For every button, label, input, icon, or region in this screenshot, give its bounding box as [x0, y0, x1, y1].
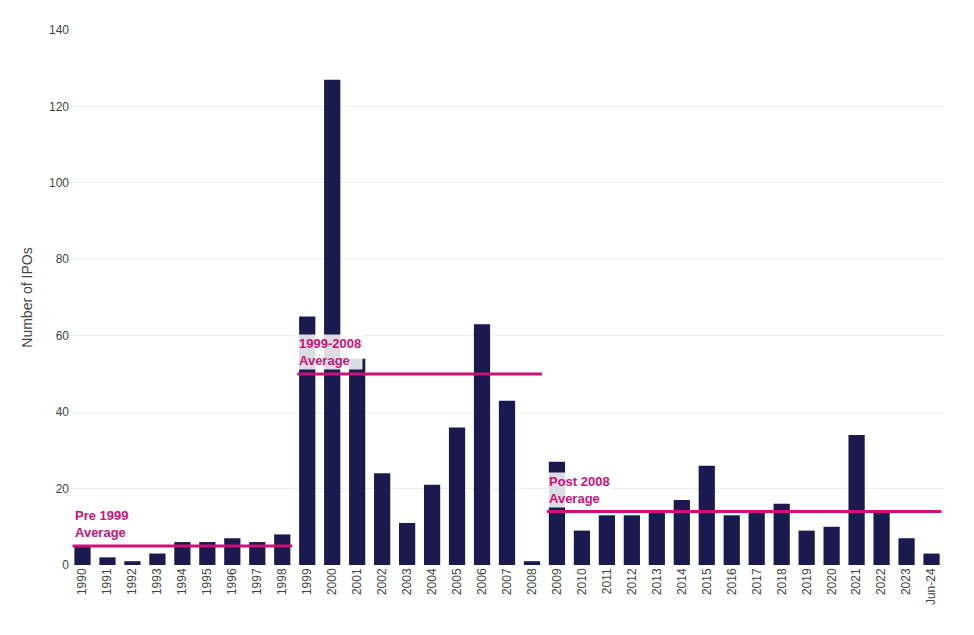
svg-text:2001: 2001	[350, 568, 364, 595]
svg-text:2015: 2015	[700, 568, 714, 595]
svg-text:120: 120	[49, 100, 69, 114]
svg-text:2004: 2004	[425, 568, 439, 595]
svg-text:1992: 1992	[125, 568, 139, 595]
svg-text:2018: 2018	[775, 568, 789, 595]
svg-text:2021: 2021	[850, 568, 864, 595]
svg-text:60: 60	[56, 329, 70, 343]
svg-text:2010: 2010	[575, 568, 589, 595]
svg-text:2012: 2012	[625, 568, 639, 595]
svg-text:140: 140	[49, 23, 69, 37]
svg-text:2003: 2003	[400, 568, 414, 595]
svg-text:2017: 2017	[750, 568, 764, 595]
svg-text:Jun-24: Jun-24	[924, 568, 938, 605]
svg-text:2011: 2011	[600, 568, 614, 594]
svg-text:40: 40	[56, 405, 70, 419]
svg-text:1993: 1993	[150, 568, 164, 595]
svg-text:1990: 1990	[75, 568, 89, 595]
svg-text:2000: 2000	[325, 568, 339, 595]
svg-text:0: 0	[62, 558, 69, 572]
svg-text:1998: 1998	[275, 568, 289, 595]
svg-text:2019: 2019	[800, 568, 814, 595]
svg-text:1996: 1996	[225, 568, 239, 595]
svg-text:80: 80	[56, 252, 70, 266]
svg-text:2009: 2009	[550, 568, 564, 595]
svg-text:2022: 2022	[874, 568, 888, 595]
svg-text:Pre 1999Average: Pre 1999Average	[75, 508, 129, 540]
svg-text:Post 2008Average: Post 2008Average	[549, 474, 610, 506]
svg-text:2020: 2020	[825, 568, 839, 595]
svg-text:1994: 1994	[175, 568, 189, 595]
svg-text:1991: 1991	[100, 568, 114, 595]
svg-text:2014: 2014	[675, 568, 689, 595]
svg-text:Number of IPOs: Number of IPOs	[19, 247, 35, 347]
svg-text:20: 20	[56, 482, 70, 496]
svg-text:1997: 1997	[250, 568, 264, 595]
svg-text:2002: 2002	[375, 568, 389, 595]
svg-text:2013: 2013	[650, 568, 664, 595]
svg-text:2006: 2006	[475, 568, 489, 595]
svg-text:2016: 2016	[725, 568, 739, 595]
svg-text:1995: 1995	[200, 568, 214, 595]
svg-text:1999-2008Average: 1999-2008Average	[299, 336, 361, 368]
svg-text:2007: 2007	[500, 568, 514, 595]
svg-text:2005: 2005	[450, 568, 464, 595]
svg-text:2008: 2008	[525, 568, 539, 595]
svg-text:1999: 1999	[300, 568, 314, 595]
svg-text:2023: 2023	[899, 568, 913, 595]
svg-text:100: 100	[49, 176, 69, 190]
